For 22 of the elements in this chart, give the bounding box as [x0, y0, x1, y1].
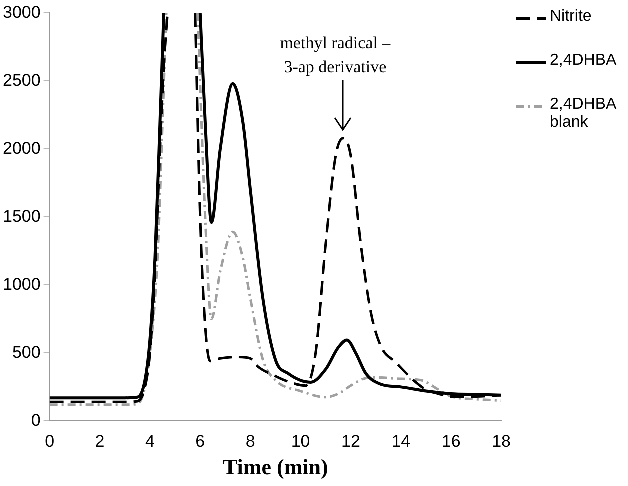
x-tick-label: 10 [291, 432, 310, 452]
legend-label: 2,4DHBA [550, 52, 617, 70]
y-tick-label: 2000 [2, 138, 41, 158]
legend-label: 2,4DHBA blank [550, 96, 618, 132]
x-tick-label: 14 [392, 432, 411, 452]
x-tick-label: 6 [196, 432, 206, 452]
annotation: methyl radical – 3-ap derivative [280, 33, 392, 76]
x-tick-label: 4 [145, 432, 155, 452]
x-tick-label: 12 [342, 432, 360, 452]
y-tick-label: 0 [31, 410, 41, 430]
x-tick-label: 18 [492, 432, 512, 452]
y-tick-label: 1000 [2, 274, 41, 294]
y-tick-label: 500 [12, 342, 41, 362]
x-tick-label: 16 [442, 432, 461, 452]
y-tick-label: 1500 [2, 206, 41, 226]
x-tick-label: 0 [45, 432, 55, 452]
x-tick-label: 2 [95, 432, 105, 452]
y-tick-label: 3000 [2, 2, 41, 22]
y-tick-label: 2500 [2, 70, 41, 90]
x-axis-title: Time (min) [223, 454, 328, 480]
legend-label: Nitrite [550, 8, 592, 26]
x-tick-label: 8 [246, 432, 256, 452]
